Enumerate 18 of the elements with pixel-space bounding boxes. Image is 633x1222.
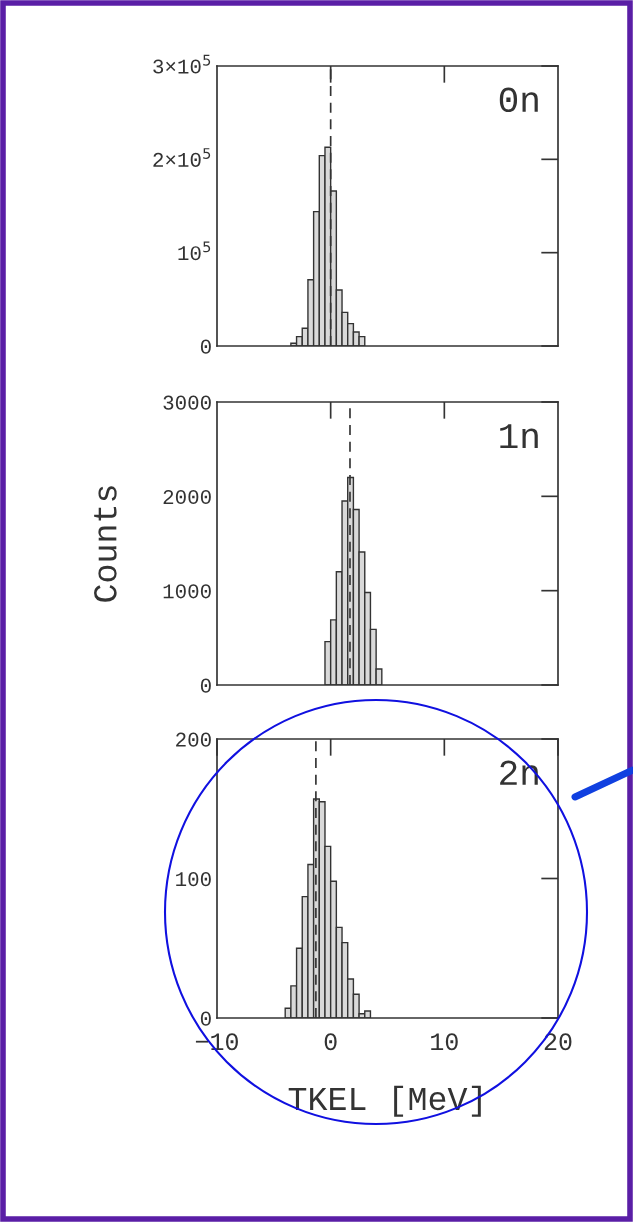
y-tick-label: 3×10$^{5}$: [153, 54, 211, 74]
y-tick-label: 200: [176, 732, 211, 747]
x-tick-label: 0: [324, 1033, 337, 1051]
annotation: 0n: [499, 87, 538, 113]
y-tick-label: 100: [176, 872, 211, 887]
y-tick-label: 0: [200, 339, 211, 354]
annotation: 2n: [500, 760, 538, 785]
x-tick-label: 20: [544, 1033, 572, 1051]
y-tick-label: 2000: [163, 489, 211, 505]
y-axis-title: Counts: [94, 486, 117, 602]
annotation: 1n: [500, 424, 538, 448]
y-tick-label: 0: [200, 1011, 211, 1026]
x-tick-label: 10: [431, 1033, 458, 1051]
y-tick-label: 2×10$^{5}$: [153, 148, 211, 167]
y-tick-label: 0: [200, 678, 211, 693]
y-tick-label: 1000: [163, 584, 211, 599]
y-tick-label: 10$^{5}$: [178, 241, 211, 261]
y-tick-label: 3000: [163, 395, 211, 410]
